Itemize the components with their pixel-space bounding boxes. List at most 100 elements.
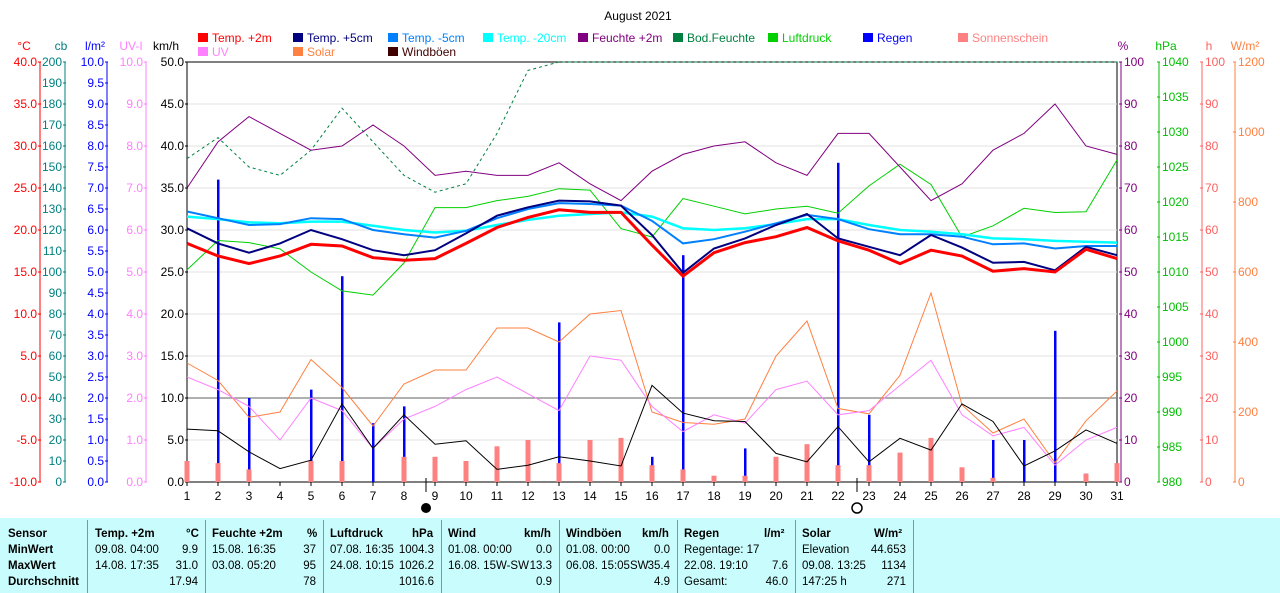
- right-axis-tick: 1015: [1162, 230, 1189, 244]
- legend-swatch: [293, 33, 303, 42]
- left-axis-tick: 130: [42, 202, 62, 216]
- x-tick-label: 26: [955, 489, 969, 503]
- rain-bar: [558, 322, 561, 482]
- sunshine-bar: [928, 437, 934, 482]
- left-axis-tick: 30.0: [161, 223, 185, 237]
- regen-max-value: 7.6: [772, 560, 788, 572]
- left-axis-tick: 1.5: [87, 412, 104, 426]
- legend-label: Bod.Feuchte: [687, 31, 755, 45]
- left-axis-tick: 9.0: [126, 97, 143, 111]
- solar-elevation-label: Elevation: [802, 544, 850, 556]
- header-solar: Solar: [802, 528, 831, 540]
- left-axis-tick: 40.0: [161, 139, 185, 153]
- left-axis-tick: 20: [49, 433, 63, 447]
- left-axis-tick: 7.0: [87, 181, 104, 195]
- right-axis-tick: 60: [1124, 223, 1138, 237]
- left-axes: °C 40.0 35.0 30.0 25.0 20.0 15.0 10.0 5.0 0.0 -5.0…: [10, 39, 188, 489]
- series-line: [186, 208, 1118, 279]
- legend-label: Regen: [877, 31, 912, 45]
- right-axis-tick: 10: [1205, 433, 1219, 447]
- right-axis-tick: 90: [1124, 97, 1138, 111]
- right-axis-tick: 50: [1124, 265, 1138, 279]
- right-axis-tick: 30: [1124, 349, 1138, 363]
- feuchte-min-value: 37: [303, 544, 316, 556]
- left-axis-tick: 90: [49, 286, 63, 300]
- left-axis-tick: 25.0: [14, 181, 38, 195]
- regen-gesamt-label: Gesamt:: [684, 576, 728, 588]
- right-axis-tick: 0: [1124, 475, 1131, 489]
- legend-label: Temp. +2m: [212, 31, 272, 45]
- row-label-avg: Durchschnitt: [8, 576, 79, 588]
- legend-label: Temp. -20cm: [497, 31, 566, 45]
- left-axis-tick: 9.0: [87, 97, 104, 111]
- legend-label: UV: [212, 45, 229, 59]
- left-axis-tick: 5.5: [87, 244, 104, 258]
- solar-elevation-value: 44.653: [870, 544, 906, 556]
- new-moon-icon: [421, 503, 431, 513]
- header-wind: Wind: [448, 528, 476, 540]
- right-axis-tick: 985: [1162, 440, 1182, 454]
- temp-max-value: 31.0: [175, 560, 198, 572]
- x-tick-label: 29: [1048, 489, 1062, 503]
- rain-bar: [744, 448, 747, 482]
- right-axis-tick: 40: [1205, 307, 1219, 321]
- right-axis-tick: 80: [1205, 139, 1219, 153]
- left-axis-tick: 2.0: [87, 391, 104, 405]
- rain-bar: [837, 162, 840, 483]
- rain-bar: [341, 276, 344, 482]
- right-axis-tick: 50: [1205, 265, 1219, 279]
- chart-title: August 2021: [604, 9, 672, 23]
- sunshine-bar: [432, 456, 438, 482]
- left-axis-tick: 2.5: [87, 370, 104, 384]
- x-tick-label: 11: [491, 489, 504, 503]
- wind-min-time: 01.08. 00:00: [448, 544, 512, 556]
- header-sensor: Sensor: [8, 528, 47, 540]
- right-axis-tick: 30: [1205, 349, 1219, 363]
- boeen-avg-value: 4.9: [654, 576, 670, 588]
- left-axis-tick: -5.0: [16, 433, 37, 447]
- left-axis-unit: l/m²: [85, 39, 105, 53]
- right-axis-tick: 60: [1205, 223, 1219, 237]
- line-layer: [186, 61, 1118, 470]
- statistics-panel: Sensor Temp. +2m °C Feuchte +2m % Luftdr…: [0, 518, 1280, 593]
- x-tick-label: 10: [459, 489, 473, 503]
- right-axis-tick: 80: [1124, 139, 1138, 153]
- x-tick-label: 14: [583, 489, 597, 503]
- solar-max-value: 1134: [881, 560, 906, 572]
- header-temp: Temp. +2m: [95, 528, 155, 540]
- legend-swatch: [388, 47, 398, 56]
- right-axis-tick: 0: [1205, 475, 1212, 489]
- right-axis-tick: 1005: [1162, 300, 1189, 314]
- sunshine-bar: [773, 456, 779, 482]
- right-axis-tick: 1010: [1162, 265, 1189, 279]
- legend-swatch: [578, 33, 588, 42]
- moon-markers: [421, 478, 863, 514]
- luft-max-value: 1026.2: [398, 560, 434, 572]
- left-axis-tick: 0.0: [167, 475, 184, 489]
- left-axis-tick: 200: [42, 55, 62, 69]
- x-tick-label: 4: [277, 489, 284, 503]
- left-axis-unit: UV-I: [119, 39, 142, 53]
- right-axis-tick: 20: [1205, 391, 1219, 405]
- sunshine-bar: [215, 463, 221, 482]
- sunshine-bar: [866, 465, 872, 482]
- regen-tage: Regentage: 17: [684, 544, 760, 556]
- right-axis-unit: W/m²: [1231, 39, 1260, 53]
- legend-label: Sonnenschein: [972, 31, 1048, 45]
- series-line: [186, 211, 1118, 244]
- header-luftdruck-unit: hPa: [412, 528, 434, 540]
- left-axis-tick: 0.0: [20, 391, 37, 405]
- right-axis-tick: 600: [1238, 265, 1258, 279]
- left-axis-unit: km/h: [153, 39, 179, 53]
- legend-swatch: [673, 33, 683, 42]
- legend-swatch: [198, 47, 208, 56]
- sunshine-bar: [680, 469, 686, 482]
- right-axis-tick: 1200: [1238, 55, 1265, 69]
- x-tick-label: 22: [831, 489, 845, 503]
- luft-min-value: 1004.3: [398, 544, 434, 556]
- sunshine-bar: [339, 461, 345, 482]
- header-windboeen: Windböen: [566, 528, 622, 540]
- right-axis-tick: 990: [1162, 405, 1182, 419]
- temp-min-time: 09.08. 04:00: [95, 544, 159, 556]
- x-tick-label: 21: [800, 489, 814, 503]
